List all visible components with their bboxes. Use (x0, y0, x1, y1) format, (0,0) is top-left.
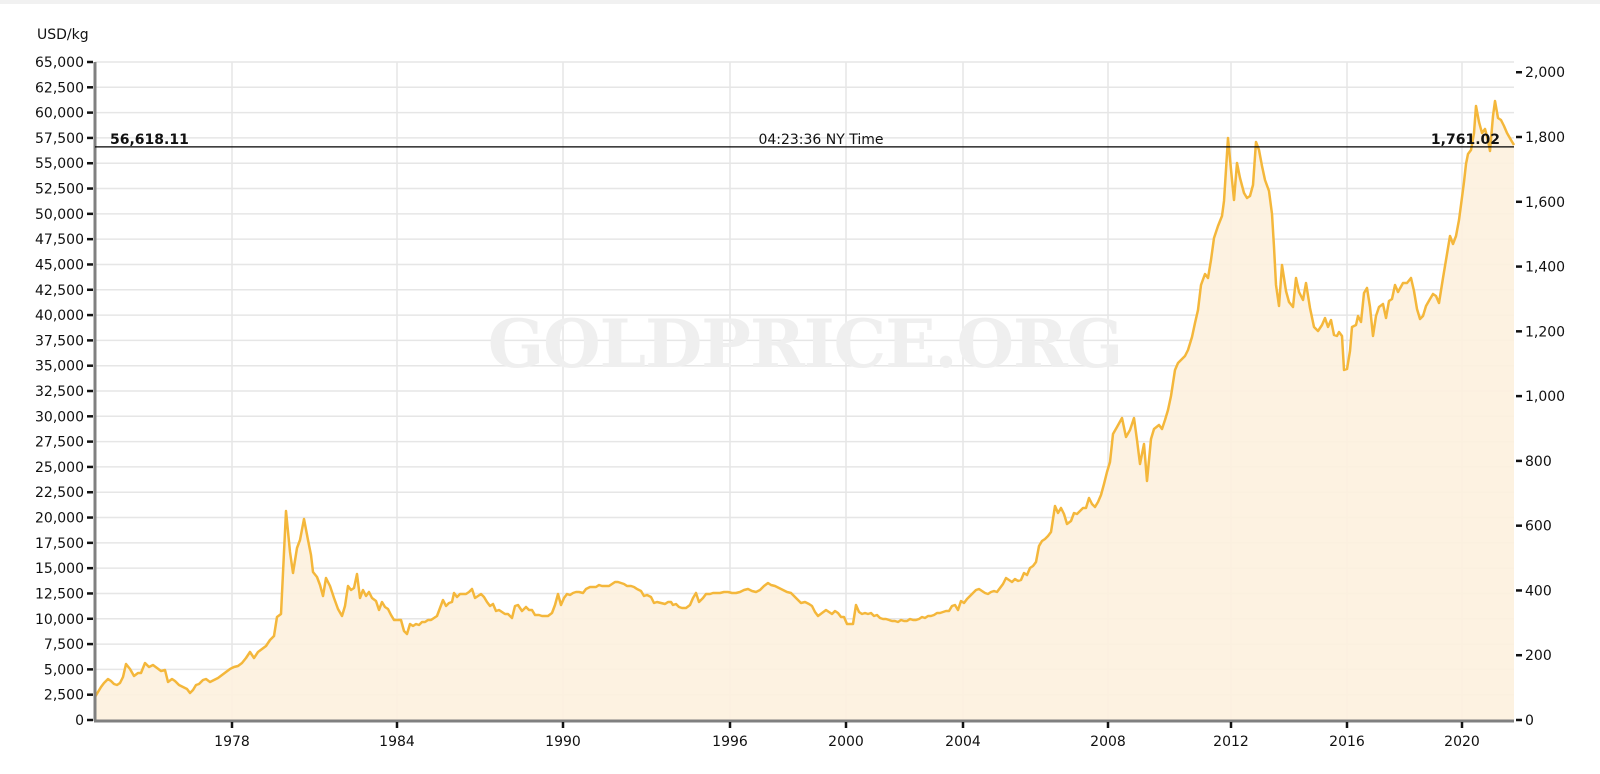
y-tick-label: 45,000 (35, 257, 84, 273)
crosshair-value-left: 56,618.11 (110, 132, 189, 148)
y-tick-label: 30,000 (35, 409, 84, 425)
y2-tick-label: 600 (1525, 519, 1552, 535)
y2-tick-label: 0 (1525, 713, 1534, 729)
y-tick-label: 37,500 (35, 333, 84, 349)
right-y-axis: 0 200 400 600 800 1,000 1,200 1,400 1,600 1,800 2,… (1516, 65, 1565, 729)
price-line[interactable] (93, 99, 1516, 698)
x-tick-label: 2000 (828, 734, 864, 750)
x-tick-label: 2012 (1213, 734, 1249, 750)
y2-tick-label: 800 (1525, 454, 1552, 470)
axes (93, 62, 1514, 723)
y-tick-label: 25,000 (35, 460, 84, 476)
y-tick-label: 47,500 (35, 232, 84, 248)
x-tick-label: 2004 (945, 734, 981, 750)
y-tick-label: 17,500 (35, 536, 84, 552)
y2-tick-label: 1,000 (1525, 389, 1565, 405)
top-strip (0, 0, 1600, 4)
x-tick-label: 2008 (1090, 734, 1126, 750)
y2-tick-label: 1,400 (1525, 260, 1565, 276)
y-tick-label: 22,500 (35, 485, 84, 501)
y-tick-label: 65,000 (35, 55, 84, 71)
x-axis: 1978 1984 1990 1996 2000 2004 2008 2012 2016 2020 (214, 722, 1480, 750)
y-tick-label: 42,500 (35, 283, 84, 299)
crosshair: 56,618.11 04:23:36 NY Time 1,761.02 (95, 132, 1514, 148)
y-tick-label: 50,000 (35, 207, 84, 223)
y2-tick-label: 1,200 (1525, 324, 1565, 340)
y2-tick-label: 1,600 (1525, 195, 1565, 211)
left-y-axis: 0 2,500 5,000 7,500 10,000 12,500 15,000 17,500… (35, 55, 93, 729)
x-tick-label: 1990 (545, 734, 581, 750)
x-tick-label: 1984 (379, 734, 415, 750)
y-tick-label: 62,500 (35, 80, 84, 96)
y-tick-label: 40,000 (35, 308, 84, 324)
x-tick-label: 1996 (712, 734, 748, 750)
x-tick-label: 2016 (1329, 734, 1365, 750)
crosshair-time: 04:23:36 NY Time (758, 132, 883, 148)
y-tick-label: 2,500 (44, 688, 84, 704)
y2-tick-label: 400 (1525, 583, 1552, 599)
y-tick-label: 0 (75, 713, 84, 729)
y-tick-label: 5,000 (44, 662, 84, 678)
y2-tick-label: 200 (1525, 648, 1552, 664)
y-tick-label: 60,000 (35, 106, 84, 122)
y-tick-label: 7,500 (44, 637, 84, 653)
y-tick-label: 10,000 (35, 612, 84, 628)
y-tick-label: 35,000 (35, 359, 84, 375)
y2-tick-label: 2,000 (1525, 65, 1565, 81)
price-area-fill (95, 101, 1514, 720)
x-tick-label: 1978 (214, 734, 250, 750)
y-tick-label: 12,500 (35, 586, 84, 602)
y-tick-label: 55,000 (35, 156, 84, 172)
unit-label: USD/kg (37, 27, 89, 43)
y-tick-label: 15,000 (35, 561, 84, 577)
y-tick-label: 20,000 (35, 511, 84, 527)
crosshair-value-right: 1,761.02 (1431, 132, 1500, 148)
y-tick-label: 32,500 (35, 384, 84, 400)
y-tick-label: 57,500 (35, 131, 84, 147)
x-tick-label: 2020 (1444, 734, 1480, 750)
watermark: GOLDPRICE.ORG (488, 305, 1122, 383)
y-tick-label: 27,500 (35, 435, 84, 451)
y-tick-label: 52,500 (35, 182, 84, 198)
y2-tick-label: 1,800 (1525, 130, 1565, 146)
